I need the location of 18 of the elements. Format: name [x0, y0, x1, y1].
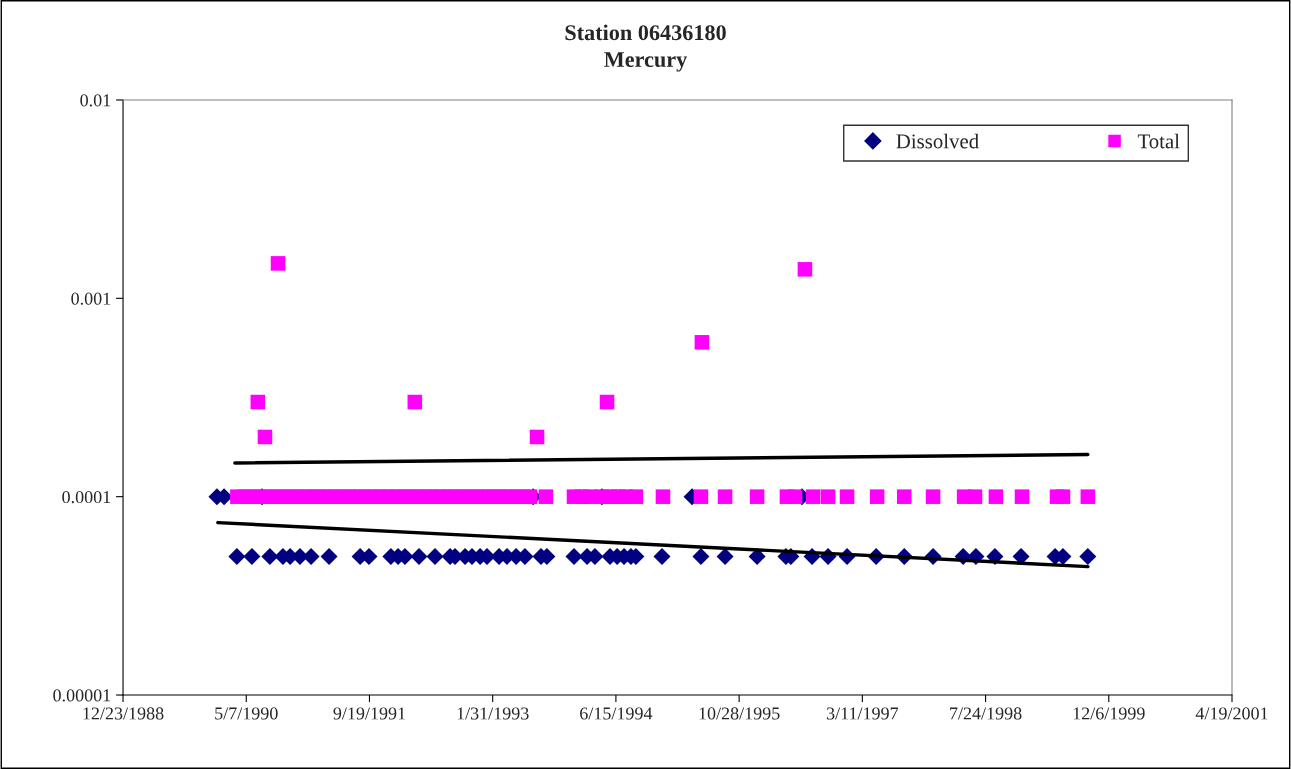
y-tick-label: 0.00001 [53, 689, 111, 702]
x-tick-label: 12/6/1999 [1073, 707, 1145, 720]
x-tick-label: 6/15/1994 [580, 707, 653, 720]
x-tick-label: 3/11/1997 [826, 707, 899, 720]
y-tick-label: 0.01 [80, 94, 111, 107]
chart-title: Station 06436180 [565, 24, 726, 41]
legend-label: Total [1137, 133, 1180, 149]
x-tick-label: 7/24/1998 [950, 707, 1022, 720]
y-tick-label: 0.0001 [62, 490, 111, 504]
x-tick-label: 12/23/1988 [83, 707, 164, 720]
y-tick-label: 0.001 [71, 292, 111, 305]
x-tick-label: 10/28/1995 [699, 707, 780, 720]
x-tick-label: 1/31/1993 [457, 707, 529, 720]
chart-subtitle: Mercury [604, 52, 688, 72]
x-tick-label: 5/7/1990 [215, 707, 278, 720]
x-tick-label: 9/19/1991 [333, 707, 405, 720]
x-tick-label: 4/19/2001 [1195, 707, 1268, 720]
legend-label: Dissolved [896, 133, 979, 149]
